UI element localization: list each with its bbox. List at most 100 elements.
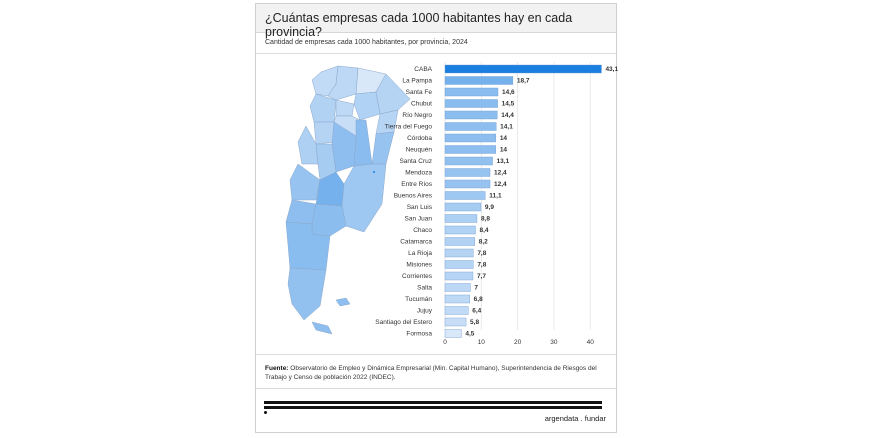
map-caba xyxy=(373,171,375,173)
category-label: Catamarca xyxy=(400,239,432,246)
bar xyxy=(444,133,497,143)
bar xyxy=(444,87,499,97)
value-label: 11,1 xyxy=(489,193,502,200)
category-label: La Pampa xyxy=(402,78,432,85)
bar xyxy=(444,179,491,189)
category-label: Santa Cruz xyxy=(399,158,432,165)
value-label: 7 xyxy=(474,285,478,292)
value-label: 14,5 xyxy=(502,101,515,108)
bar xyxy=(444,271,474,281)
map-province xyxy=(287,267,327,321)
category-label: Tucumán xyxy=(405,296,432,303)
map-province xyxy=(371,131,395,165)
value-label: 14 xyxy=(500,147,508,154)
value-label: 6,8 xyxy=(474,296,483,303)
map-province xyxy=(341,163,387,233)
bar xyxy=(444,168,491,177)
bar xyxy=(444,76,514,85)
category-label: Santa Fe xyxy=(406,89,433,96)
map-province xyxy=(331,121,357,173)
category-label: Mendoza xyxy=(405,170,432,177)
category-label: Entre Ríos xyxy=(401,181,432,188)
logo-text: argendata . fundar xyxy=(544,414,606,423)
bar xyxy=(444,294,470,304)
category-label: Neuquén xyxy=(406,147,433,154)
bar xyxy=(444,237,475,246)
value-label: 7,8 xyxy=(477,262,486,269)
value-label: 14 xyxy=(500,135,508,142)
bar xyxy=(444,225,476,235)
bar xyxy=(444,122,497,131)
bar xyxy=(444,145,497,154)
x-tick-label: 0 xyxy=(443,339,447,346)
value-label: 7,8 xyxy=(477,250,486,257)
value-label: 6,4 xyxy=(472,308,481,315)
value-label: 8,4 xyxy=(479,227,488,234)
bar xyxy=(444,64,602,74)
bar xyxy=(444,99,498,108)
x-tick-label: 20 xyxy=(514,339,522,346)
chart-card: ¿Cuántas empresas cada 1000 habitantes h… xyxy=(255,3,618,433)
value-label: 8,2 xyxy=(479,239,488,246)
category-label: Corrientes xyxy=(402,273,433,280)
bar xyxy=(444,317,467,327)
map-province xyxy=(353,91,381,121)
divider xyxy=(256,388,616,389)
divider xyxy=(256,53,616,54)
category-label: Córdoba xyxy=(407,135,432,142)
value-label: 12,4 xyxy=(494,181,507,188)
category-label: Tierra del Fuego xyxy=(385,124,433,131)
bar-chart: 0 10 20 30 40 CABA 43,1 La Pampa 18,7 Santa Fe 14,… xyxy=(285,62,618,346)
title-band: ¿Cuántas empresas cada 1000 habitantes h… xyxy=(256,4,616,39)
value-label: 14,1 xyxy=(500,124,513,131)
category-label: Jujuy xyxy=(417,308,433,315)
map-islands xyxy=(335,297,351,307)
bar xyxy=(444,202,482,212)
map-province xyxy=(335,99,355,117)
logo-bar xyxy=(264,401,602,404)
map-province xyxy=(353,119,373,167)
category-label: Salta xyxy=(417,285,432,292)
chart-subtitle: Cantidad de empresas cada 1000 habitante… xyxy=(265,39,468,46)
category-label: Formosa xyxy=(406,331,432,338)
category-label: San Juan xyxy=(405,216,433,223)
value-label: 4,5 xyxy=(465,331,474,338)
chart-title: ¿Cuántas empresas cada 1000 habitantes h… xyxy=(265,11,573,39)
bar xyxy=(444,214,478,223)
category-label: Chubut xyxy=(411,101,432,108)
value-label: 18,7 xyxy=(517,78,530,85)
bar xyxy=(444,329,462,338)
x-tick-label: 10 xyxy=(478,339,486,346)
logo-bar xyxy=(264,406,602,409)
value-label: 14,4 xyxy=(501,112,514,119)
divider xyxy=(256,354,616,355)
value-label: 5,8 xyxy=(470,319,479,326)
bar xyxy=(444,260,474,269)
category-label: Río Negro xyxy=(402,112,432,119)
value-label: 7,7 xyxy=(477,273,486,280)
x-tick-label: 30 xyxy=(550,339,558,346)
category-label: CABA xyxy=(414,66,432,73)
value-label: 43,1 xyxy=(605,66,618,73)
source-note: Fuente: Observatorio de Empleo y Dinámic… xyxy=(265,364,610,382)
source-label: Fuente: xyxy=(265,365,289,372)
bar xyxy=(444,191,486,200)
map-province xyxy=(311,203,347,237)
value-label: 14,6 xyxy=(502,89,515,96)
logo-dot xyxy=(264,411,267,414)
bar xyxy=(444,283,471,292)
category-label: Chaco xyxy=(413,227,432,234)
category-label: La Rioja xyxy=(408,250,432,257)
category-label: Buenos Aires xyxy=(394,193,433,200)
value-label: 12,4 xyxy=(494,170,507,177)
map-province xyxy=(285,199,317,225)
map-province xyxy=(289,163,321,201)
value-label: 9,9 xyxy=(485,204,494,211)
bar xyxy=(444,156,493,166)
bar xyxy=(444,248,474,258)
category-label: San Luis xyxy=(407,204,433,211)
category-label: Santiago del Estero xyxy=(375,319,432,326)
bar xyxy=(444,306,469,315)
argentina-map xyxy=(285,65,411,335)
bar xyxy=(444,110,498,120)
